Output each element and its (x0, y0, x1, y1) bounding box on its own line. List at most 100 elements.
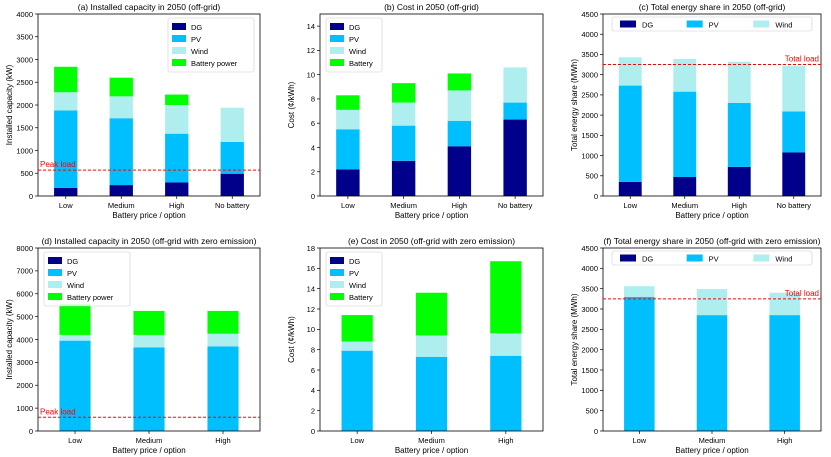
bar-pv (782, 111, 806, 153)
legend-label: DG (349, 23, 360, 32)
y-tick-label: 2500 (581, 325, 598, 334)
y-tick-label: 4000 (581, 30, 598, 39)
x-tick-label: Low (350, 436, 364, 445)
legend-swatch (172, 35, 186, 42)
legend-label: DG (642, 21, 653, 30)
x-tick-label: Low (632, 436, 646, 445)
bar-dg (782, 152, 806, 196)
chart-title: (b) Cost in 2050 (off-grid) (384, 2, 479, 12)
bar-wind (782, 65, 806, 112)
y-tick-label: 16 (307, 264, 315, 273)
bar-pv (673, 91, 697, 177)
bar-wind (490, 333, 522, 356)
chart-panel-2: (c) Total energy share in 2050 (off-grid… (570, 2, 822, 220)
legend-box (167, 17, 255, 73)
chart-panel-3: (d) Installed capacity in 2050 (off-grid… (5, 236, 261, 455)
y-tick-label: 10 (307, 325, 315, 334)
bar-pv (415, 356, 448, 431)
legend-swatch (686, 254, 703, 262)
chart-panel-5: (f) Total energy share in 2050 (off-grid… (570, 236, 822, 455)
bar-pv (618, 85, 642, 182)
bar-pv (165, 133, 189, 183)
y-tick-label: 0 (29, 192, 33, 201)
bar-battery-power (207, 310, 239, 334)
legend-swatch (172, 23, 186, 30)
x-axis-label: Battery price / option (395, 446, 468, 455)
legend-label: Wind (349, 281, 366, 290)
legend-label: Battery power (67, 293, 114, 302)
bar-wind (133, 334, 165, 348)
bar-dg (727, 166, 751, 196)
legend-swatch (172, 59, 186, 66)
legend-label: DG (191, 23, 202, 32)
y-axis-label: Installed capacity (kW) (5, 299, 14, 380)
y-axis-label: Total energy share (MWh) (570, 293, 579, 385)
y-tick-label: 4500 (581, 10, 598, 19)
bar-wind (336, 109, 360, 130)
bar-dg (503, 119, 527, 196)
x-axis-label: Battery price / option (675, 211, 748, 220)
x-tick-label: High (452, 201, 467, 210)
bar-pv (727, 102, 751, 167)
bar-battery (490, 261, 522, 334)
y-tick-label: 6000 (16, 290, 33, 299)
reference-line-label: Total load (785, 289, 819, 298)
y-tick-label: 1000 (581, 151, 598, 160)
y-tick-label: 2 (311, 406, 315, 415)
bar-wind (220, 107, 244, 142)
y-tick-label: 6 (311, 366, 315, 375)
bar-pv (220, 141, 244, 174)
legend-box (325, 251, 383, 307)
legend-box (43, 251, 131, 307)
bar-wind (447, 90, 472, 121)
bar-battery-power (109, 77, 133, 97)
bar-wind (727, 61, 751, 103)
bar-dg (109, 185, 133, 196)
x-tick-label: Medium (390, 201, 417, 210)
bar-battery-power (133, 310, 165, 335)
legend-swatch (686, 20, 703, 28)
legend-label: Wind (775, 21, 792, 30)
legend-swatch (48, 257, 62, 264)
bar-pv (769, 315, 800, 431)
bar-battery-power (165, 94, 189, 105)
y-tick-label: 2500 (16, 78, 33, 87)
y-tick-label: 4000 (16, 10, 33, 19)
y-tick-label: 12 (307, 305, 315, 314)
bar-battery (415, 292, 448, 336)
legend-swatch (48, 281, 62, 288)
y-tick-label: 4 (311, 143, 315, 152)
legend-label: PV (709, 21, 719, 30)
y-tick-label: 3500 (16, 33, 33, 42)
bar-dg (447, 146, 472, 196)
y-tick-label: 2000 (16, 101, 33, 110)
y-tick-label: 2000 (581, 345, 598, 354)
y-tick-label: 500 (20, 169, 33, 178)
legend-label: Wind (349, 47, 366, 56)
bar-pv (109, 118, 133, 186)
legend-swatch (330, 23, 344, 30)
bar-dg (391, 160, 416, 196)
legend-swatch (330, 293, 344, 300)
y-axis-label: Total energy share (MWh) (570, 59, 579, 151)
chart-panel-1: (b) Cost in 2050 (off-grid) 0 2 4 6 8 10 12 14 Lo… (287, 2, 544, 220)
bar-pv (341, 350, 373, 431)
x-axis-label: Battery price / option (395, 211, 468, 220)
bar-dg (165, 182, 189, 196)
y-tick-label: 14 (307, 22, 315, 31)
y-tick-label: 0 (311, 192, 315, 201)
bar-pv (624, 296, 655, 431)
bar-wind (165, 105, 189, 134)
y-tick-label: 3000 (16, 358, 33, 367)
chart-panel-0: (a) Installed capacity in 2050 (off-grid… (5, 2, 261, 220)
y-tick-label: 3000 (581, 305, 598, 314)
x-tick-label: High (169, 201, 184, 210)
y-tick-label: 1000 (16, 146, 33, 155)
bar-dg (673, 176, 697, 196)
bar-wind (341, 341, 373, 351)
legend-swatch (48, 269, 62, 276)
legend-swatch (620, 20, 636, 28)
legend-label: PV (349, 35, 359, 44)
legend-swatch (48, 293, 62, 300)
legend-swatch (330, 59, 344, 66)
